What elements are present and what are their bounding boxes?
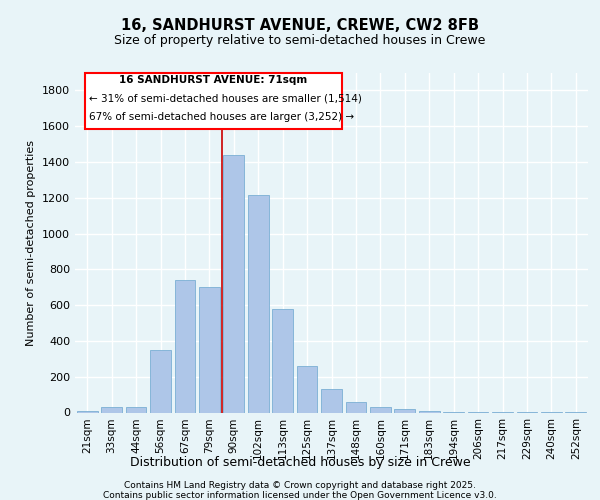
Bar xyxy=(175,280,196,412)
Bar xyxy=(199,287,220,412)
Bar xyxy=(394,409,415,412)
Y-axis label: Number of semi-detached properties: Number of semi-detached properties xyxy=(26,140,37,346)
Bar xyxy=(296,366,317,412)
Bar xyxy=(272,308,293,412)
Bar xyxy=(346,402,367,412)
Bar xyxy=(248,195,269,412)
Bar xyxy=(223,155,244,412)
Bar xyxy=(370,407,391,412)
Bar xyxy=(321,389,342,412)
Text: Size of property relative to semi-detached houses in Crewe: Size of property relative to semi-detach… xyxy=(115,34,485,47)
Text: ← 31% of semi-detached houses are smaller (1,514): ← 31% of semi-detached houses are smalle… xyxy=(89,94,362,104)
Text: Contains public sector information licensed under the Open Government Licence v3: Contains public sector information licen… xyxy=(103,490,497,500)
Text: Distribution of semi-detached houses by size in Crewe: Distribution of semi-detached houses by … xyxy=(130,456,470,469)
Text: 16, SANDHURST AVENUE, CREWE, CW2 8FB: 16, SANDHURST AVENUE, CREWE, CW2 8FB xyxy=(121,18,479,32)
Bar xyxy=(419,410,440,412)
Bar xyxy=(77,410,98,412)
FancyBboxPatch shape xyxy=(85,72,342,128)
Text: 16 SANDHURST AVENUE: 71sqm: 16 SANDHURST AVENUE: 71sqm xyxy=(119,75,308,85)
Text: 67% of semi-detached houses are larger (3,252) →: 67% of semi-detached houses are larger (… xyxy=(89,112,355,122)
Bar xyxy=(150,350,171,412)
Bar xyxy=(125,407,146,412)
Text: Contains HM Land Registry data © Crown copyright and database right 2025.: Contains HM Land Registry data © Crown c… xyxy=(124,480,476,490)
Bar xyxy=(101,407,122,412)
